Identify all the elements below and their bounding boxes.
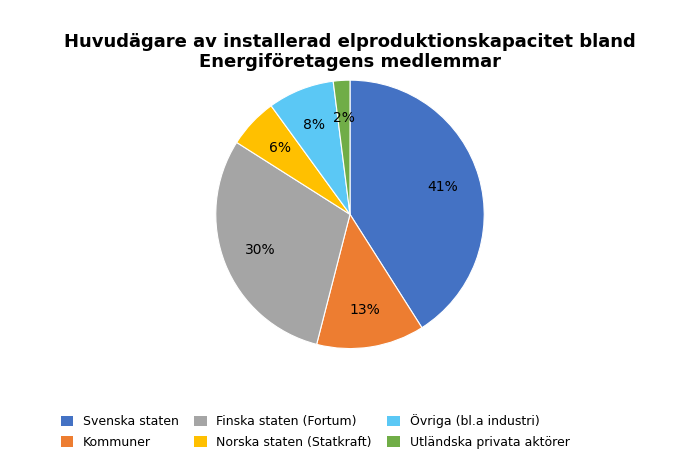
Wedge shape [216,143,350,344]
Text: 8%: 8% [303,117,326,131]
Wedge shape [271,81,350,214]
Text: 13%: 13% [350,303,381,317]
Text: 6%: 6% [269,141,290,155]
Text: 30%: 30% [245,243,276,257]
Wedge shape [237,106,350,214]
Wedge shape [350,80,484,328]
Wedge shape [333,80,350,214]
Text: Huvudägare av installerad elproduktionskapacitet bland
Energiföretagens medlemma: Huvudägare av installerad elproduktionsk… [64,33,636,71]
Text: 2%: 2% [333,111,355,125]
Text: 41%: 41% [428,180,458,194]
Wedge shape [316,214,422,349]
Legend: Svenska staten, Kommuner, Finska staten (Fortum), Norska staten (Statkraft), Övr: Svenska staten, Kommuner, Finska staten … [55,408,575,455]
